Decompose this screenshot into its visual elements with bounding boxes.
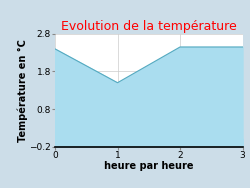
Y-axis label: Température en °C: Température en °C [17,39,28,142]
X-axis label: heure par heure: heure par heure [104,161,194,171]
Title: Evolution de la température: Evolution de la température [61,20,236,33]
